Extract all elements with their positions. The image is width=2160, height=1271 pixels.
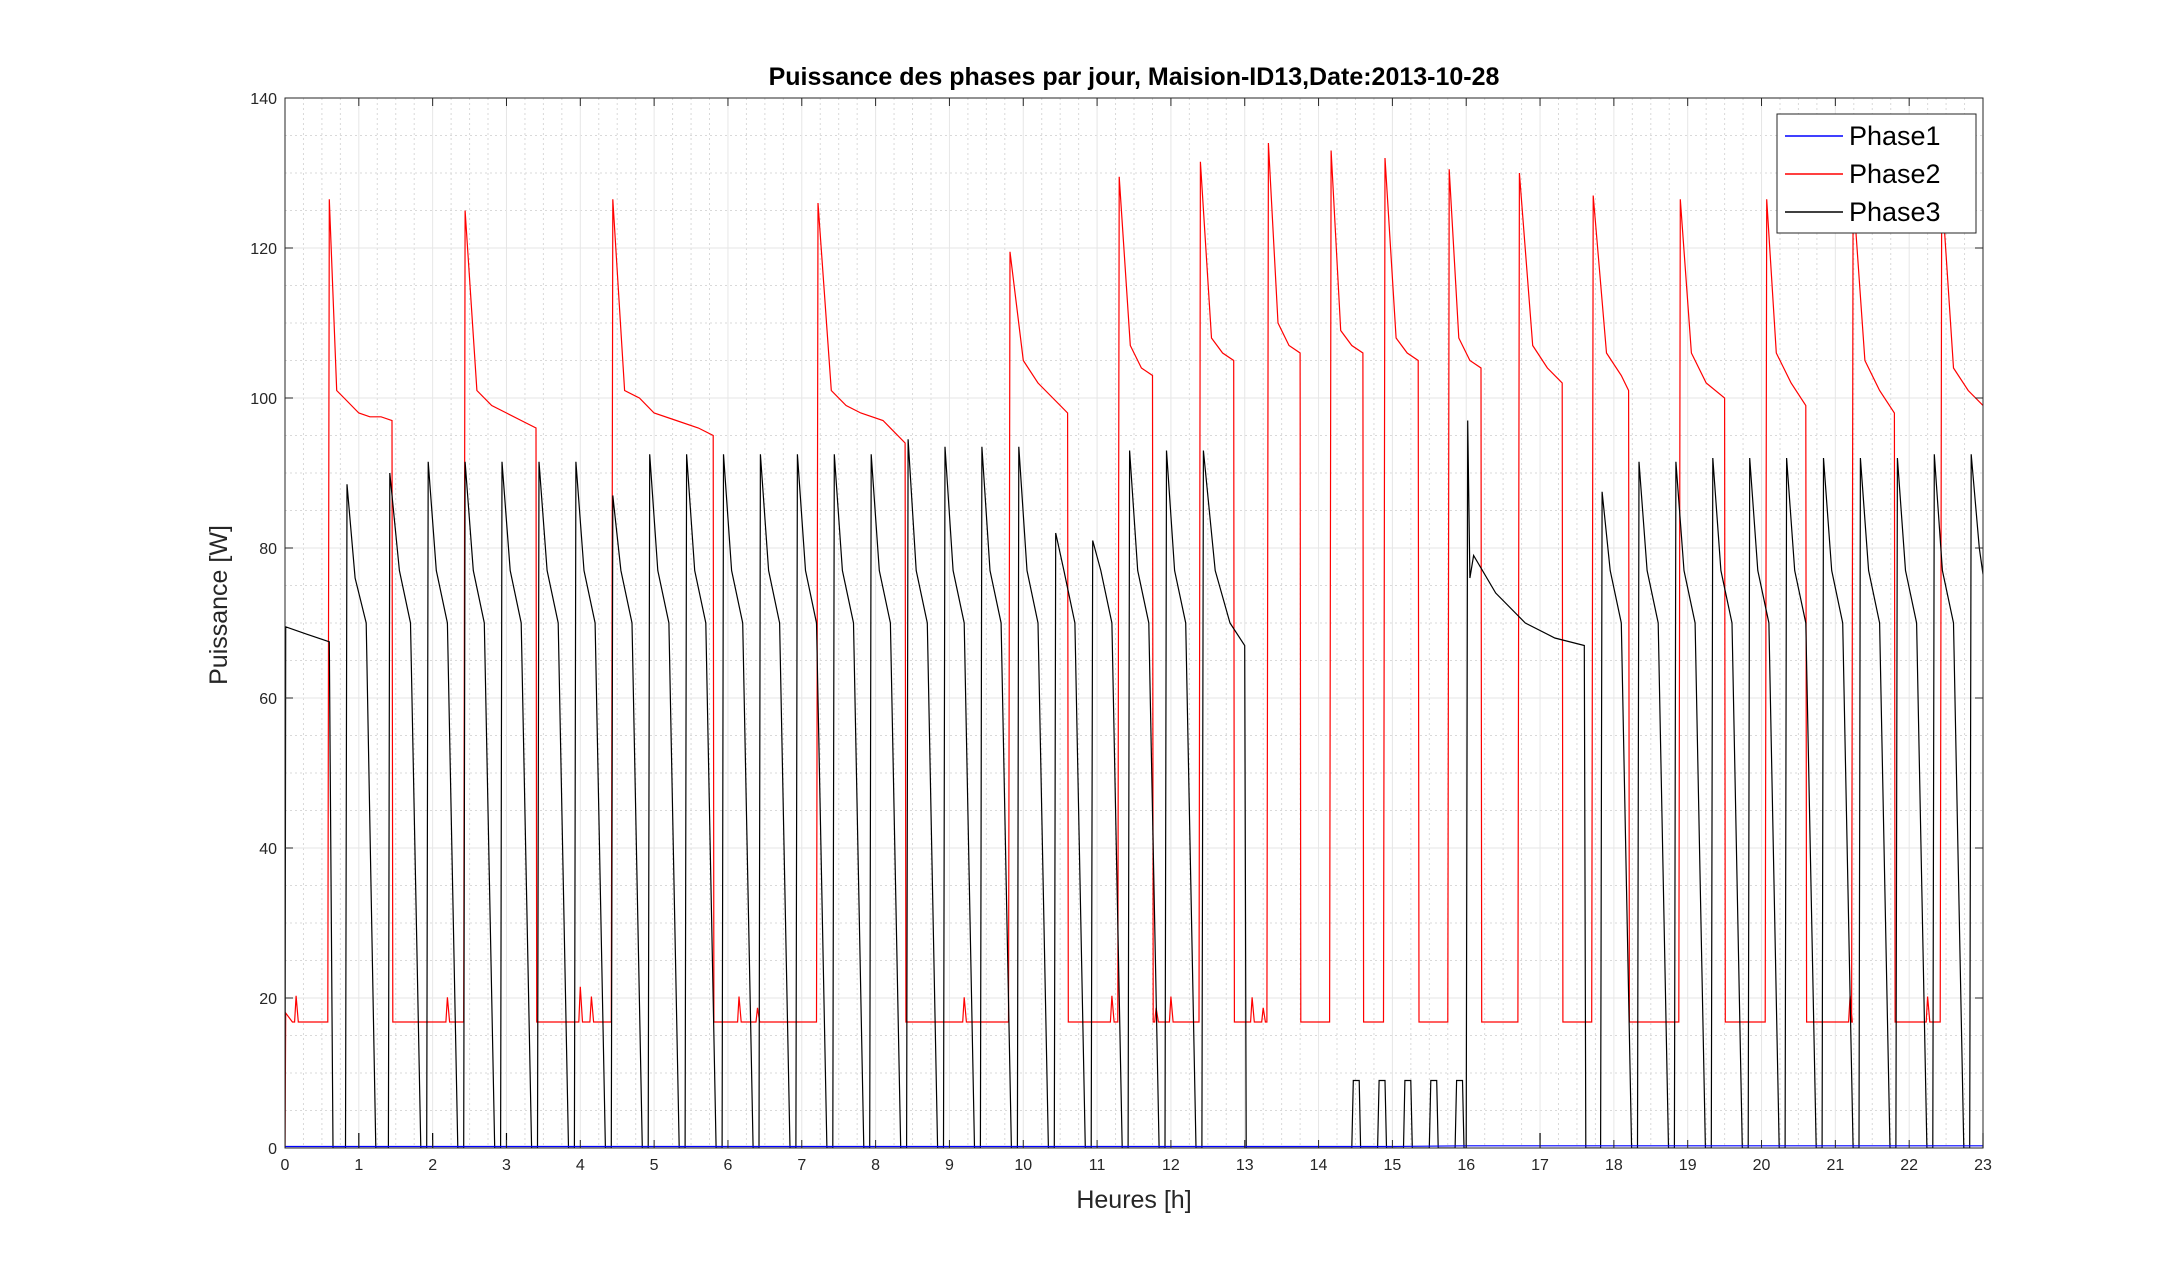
x-tick-label: 8 [871,1157,880,1174]
x-tick-label: 16 [1457,1157,1475,1174]
x-tick-label: 1 [354,1157,363,1174]
x-tick-label: 19 [1679,1157,1697,1174]
y-tick-label: 20 [259,991,277,1008]
x-tick-label: 23 [1974,1157,1992,1174]
plot-frame [284,97,1984,1149]
legend-entry: Phase2 [1849,159,1941,189]
x-tick-label: 0 [281,1157,290,1174]
x-axis-label: Heures [h] [1076,1186,1191,1214]
x-tick-label: 5 [650,1157,659,1174]
x-axis-ticks: 0 1 2 3 4 5 6 7 8 9 10 11 12 13 14 15 16 17 18 19 20 21 22 23 [281,98,1992,1174]
x-tick-label: 7 [797,1157,806,1174]
y-tick-label: 80 [259,541,277,558]
series-phase1 [285,1145,1983,1148]
x-tick-label: 15 [1383,1157,1401,1174]
legend-box [1776,113,1977,234]
series-line-phase3 [285,420,1983,1148]
series-line-phase1 [285,1145,1983,1148]
x-tick-label: 2 [428,1157,437,1174]
x-tick-label: 20 [1753,1157,1771,1174]
y-tick-label: 0 [268,1141,277,1158]
minor-grid [285,98,1983,1148]
x-tick-label: 9 [945,1157,954,1174]
x-tick-label: 18 [1605,1157,1623,1174]
y-axis-label: Puissance [W] [205,525,233,685]
legend-entry: Phase3 [1849,197,1941,227]
x-tick-label: 22 [1900,1157,1918,1174]
x-tick-label: 12 [1162,1157,1180,1174]
x-tick-label: 11 [1089,1157,1106,1174]
x-tick-label: 17 [1531,1157,1549,1174]
x-tick-label: 14 [1310,1157,1328,1174]
y-axis-ticks: 0 20 40 60 80 100 120 140 [250,91,1983,1158]
y-tick-label: 40 [259,841,277,858]
y-tick-label: 120 [250,241,277,258]
y-tick-label: 100 [250,391,277,408]
legend: Phase1 Phase2 Phase3 [1776,113,1977,234]
x-tick-label: 21 [1826,1157,1844,1174]
x-tick-label: 6 [724,1157,733,1174]
x-tick-label: 4 [576,1157,585,1174]
legend-entry: Phase1 [1849,121,1941,151]
chart-title: Puissance des phases par jour, Maision-I… [769,63,1500,91]
series-phase2 [285,142,1983,1148]
y-tick-label: 60 [259,691,277,708]
series-line-phase2 [285,142,1983,1148]
x-tick-label: 3 [502,1157,511,1174]
x-tick-label: 10 [1014,1157,1032,1174]
y-tick-label: 140 [250,91,277,108]
x-tick-label: 13 [1236,1157,1254,1174]
